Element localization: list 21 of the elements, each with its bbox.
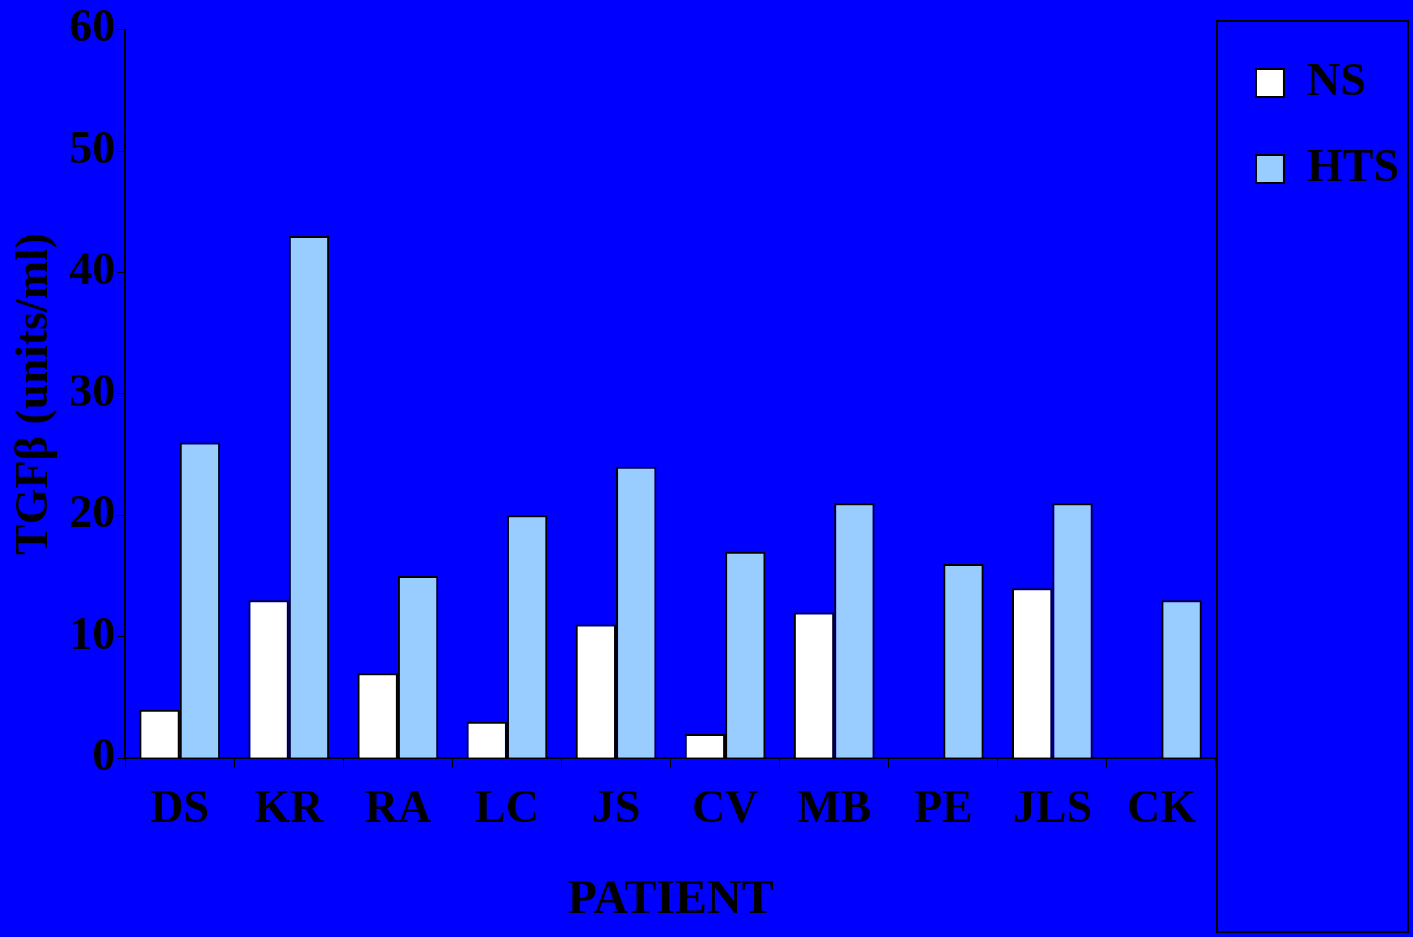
- y-axis-title: TGFβ (units/ml): [6, 232, 58, 555]
- x-tick-label: DS: [150, 780, 210, 832]
- y-tick-label: 60: [69, 0, 116, 52]
- x-tick-label: RA: [364, 780, 432, 832]
- x-tick-label: LC: [475, 780, 539, 832]
- x-tick-label: JLS: [1012, 780, 1092, 832]
- x-tick-label: KR: [254, 780, 325, 832]
- legend-label: HTS: [1306, 139, 1399, 191]
- x-tick-label: CV: [691, 780, 759, 832]
- y-tick-label: 20: [69, 486, 116, 538]
- y-tick-label: 0: [92, 729, 116, 781]
- y-tick-label: 40: [69, 243, 116, 295]
- x-tick-label: PE: [913, 780, 973, 832]
- x-tick-label: JS: [591, 780, 641, 832]
- y-tick-label: 30: [69, 364, 116, 416]
- y-tick-label: 50: [69, 121, 116, 173]
- y-tick-label: 10: [69, 607, 116, 659]
- x-tick-label: CK: [1126, 780, 1197, 832]
- legend-label: NS: [1306, 53, 1366, 105]
- x-tick-label: MB: [797, 780, 872, 832]
- x-axis-title: PATIENT: [567, 869, 774, 923]
